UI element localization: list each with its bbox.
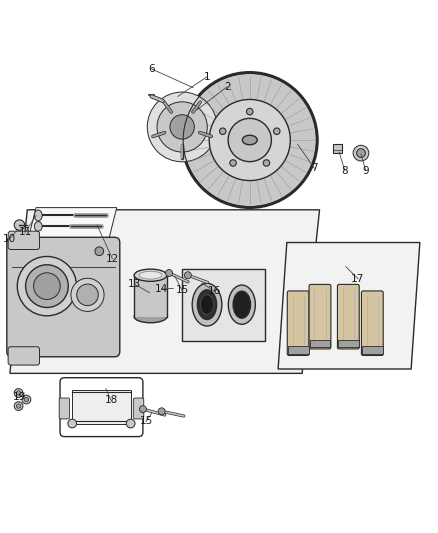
Text: 16: 16 <box>208 286 222 296</box>
Text: 12: 12 <box>106 254 119 264</box>
Bar <box>182 269 265 341</box>
FancyBboxPatch shape <box>361 291 383 356</box>
Circle shape <box>16 404 21 408</box>
Ellipse shape <box>228 285 255 324</box>
FancyBboxPatch shape <box>337 285 359 349</box>
Circle shape <box>16 391 21 395</box>
Text: 11: 11 <box>18 228 32 238</box>
Ellipse shape <box>233 291 251 318</box>
Ellipse shape <box>34 222 42 231</box>
Circle shape <box>147 92 217 162</box>
Circle shape <box>158 408 165 415</box>
FancyBboxPatch shape <box>287 291 309 356</box>
Circle shape <box>14 402 23 410</box>
FancyBboxPatch shape <box>309 285 331 349</box>
Text: 17: 17 <box>351 274 364 284</box>
Circle shape <box>209 100 290 181</box>
FancyBboxPatch shape <box>59 398 70 419</box>
Circle shape <box>353 146 369 161</box>
Text: 10: 10 <box>3 235 16 245</box>
Bar <box>72 390 131 424</box>
Circle shape <box>230 160 237 166</box>
Text: 2: 2 <box>224 82 230 92</box>
Bar <box>338 340 359 347</box>
Circle shape <box>247 108 253 115</box>
Text: 13: 13 <box>127 279 141 289</box>
Circle shape <box>166 270 173 277</box>
Circle shape <box>25 265 68 308</box>
Polygon shape <box>10 210 320 373</box>
Circle shape <box>357 149 365 157</box>
FancyBboxPatch shape <box>7 237 120 357</box>
Text: 7: 7 <box>311 163 318 173</box>
Text: 1: 1 <box>204 72 210 82</box>
Text: 9: 9 <box>363 166 369 175</box>
Circle shape <box>170 115 194 139</box>
Ellipse shape <box>192 284 222 326</box>
Bar <box>288 346 309 354</box>
Bar <box>310 340 330 347</box>
Circle shape <box>157 102 207 152</box>
Ellipse shape <box>201 295 214 314</box>
Ellipse shape <box>198 290 217 319</box>
Circle shape <box>95 247 104 256</box>
Text: 19: 19 <box>13 392 26 402</box>
Text: 6: 6 <box>148 64 155 74</box>
Ellipse shape <box>134 311 167 323</box>
Ellipse shape <box>242 135 257 145</box>
Circle shape <box>22 395 31 404</box>
Text: 15: 15 <box>176 286 189 295</box>
Text: 14: 14 <box>155 284 168 294</box>
Circle shape <box>68 419 77 428</box>
Circle shape <box>184 272 191 279</box>
Circle shape <box>126 419 135 428</box>
Polygon shape <box>278 243 420 369</box>
Circle shape <box>263 160 270 166</box>
Text: 8: 8 <box>342 166 348 175</box>
FancyBboxPatch shape <box>133 398 144 419</box>
Text: 18: 18 <box>104 395 118 406</box>
Circle shape <box>219 128 226 134</box>
Ellipse shape <box>139 271 162 279</box>
Bar <box>134 275 167 317</box>
FancyBboxPatch shape <box>8 231 39 249</box>
FancyBboxPatch shape <box>8 347 39 365</box>
Polygon shape <box>333 144 342 153</box>
Ellipse shape <box>134 269 167 281</box>
Circle shape <box>182 72 318 208</box>
Circle shape <box>273 128 280 134</box>
Circle shape <box>228 118 272 161</box>
Circle shape <box>14 220 25 230</box>
Ellipse shape <box>34 210 42 221</box>
Circle shape <box>14 389 23 397</box>
Polygon shape <box>27 208 117 243</box>
Text: 15: 15 <box>139 416 152 426</box>
Circle shape <box>71 278 104 311</box>
Circle shape <box>77 284 98 305</box>
Circle shape <box>24 397 28 402</box>
Bar <box>362 346 383 354</box>
Circle shape <box>139 406 146 413</box>
Circle shape <box>34 273 60 300</box>
Circle shape <box>17 256 77 316</box>
